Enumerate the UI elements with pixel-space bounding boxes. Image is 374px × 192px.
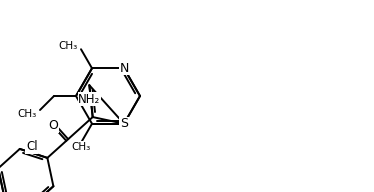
- Text: CH₃: CH₃: [71, 142, 91, 152]
- Text: N: N: [119, 62, 129, 75]
- Text: S: S: [120, 117, 128, 130]
- Text: CH₃: CH₃: [59, 41, 78, 51]
- Text: O: O: [49, 119, 58, 132]
- Text: CH₃: CH₃: [18, 109, 37, 119]
- Text: NH₂: NH₂: [78, 93, 101, 106]
- Text: Cl: Cl: [26, 140, 38, 153]
